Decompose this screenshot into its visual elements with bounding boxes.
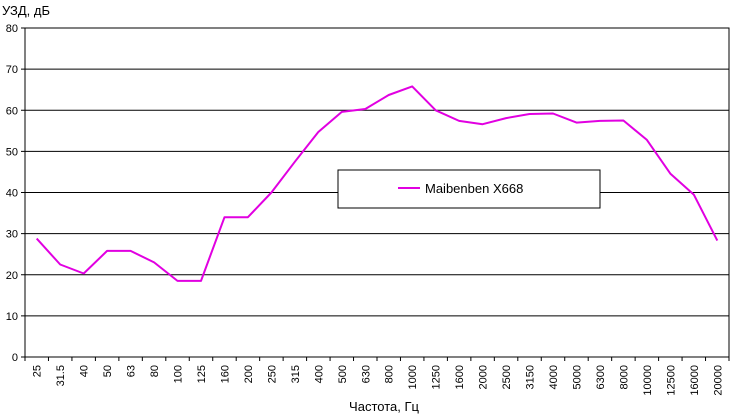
x-tick-label: 80 — [149, 365, 161, 377]
y-tick-label: 70 — [6, 64, 18, 76]
y-tick-label: 20 — [6, 270, 18, 282]
x-tick-label: 63 — [126, 365, 138, 377]
plot-area-border — [24, 27, 730, 358]
x-tick-label: 400 — [313, 365, 325, 383]
x-tick-label: 125 — [196, 365, 208, 383]
x-tick-label: 3150 — [525, 365, 537, 389]
x-tick-label: 10000 — [642, 365, 654, 396]
y-tick-label: 10 — [6, 311, 18, 323]
x-tick-label: 800 — [384, 365, 396, 383]
y-tick-labels: 0 10 20 30 40 50 60 70 80 — [6, 23, 18, 364]
x-tick-label: 100 — [173, 365, 185, 383]
x-tick-label: 8000 — [618, 365, 630, 389]
x-tick-label: 31.5 — [55, 365, 67, 386]
y-tick-label: 0 — [12, 352, 18, 364]
x-tick-label: 1250 — [431, 365, 443, 389]
legend-box — [337, 169, 601, 209]
y-tick-label: 30 — [6, 229, 18, 241]
x-tick-label: 4000 — [548, 365, 560, 389]
y-tick-label: 40 — [6, 188, 18, 200]
x-tick-label: 1000 — [407, 365, 419, 389]
y-tick-label: 60 — [6, 105, 18, 117]
x-tick-label: 16000 — [689, 365, 701, 396]
x-tick-label: 25 — [32, 365, 44, 377]
x-tick-label: 315 — [290, 365, 302, 383]
y-tick-label: 50 — [6, 146, 18, 158]
x-tick-label: 2500 — [501, 365, 513, 389]
x-tick-label: 1600 — [454, 365, 466, 389]
gridlines — [21, 27, 730, 361]
x-tick-label: 6300 — [595, 365, 607, 389]
y-axis-title: УЗД, дБ — [2, 3, 50, 18]
x-tick-labels: 25 31.5 40 50 63 80 100 125 160 200 250 315 400 500 63… — [32, 365, 725, 396]
x-axis-title: Частота, Гц — [349, 399, 419, 414]
x-tick-label: 250 — [266, 365, 278, 383]
x-tick-label: 500 — [337, 365, 349, 383]
x-tick-label: 630 — [360, 365, 372, 383]
x-tick-label: 160 — [219, 365, 231, 383]
series-layer — [35, 85, 719, 282]
legend-series-name: Maibenben X668 — [425, 181, 523, 196]
x-tick-label: 200 — [243, 365, 255, 383]
series-line-0 — [35, 85, 719, 282]
x-tick-label: 2000 — [478, 365, 490, 389]
x-tick-label: 50 — [102, 365, 114, 377]
x-tick-label: 5000 — [571, 365, 583, 389]
x-tick-label: 20000 — [712, 365, 724, 396]
y-tick-label: 80 — [6, 23, 18, 35]
x-tick-label: 40 — [79, 365, 91, 377]
legend: Maibenben X668 — [337, 169, 601, 209]
x-tick-label: 12500 — [665, 365, 677, 396]
